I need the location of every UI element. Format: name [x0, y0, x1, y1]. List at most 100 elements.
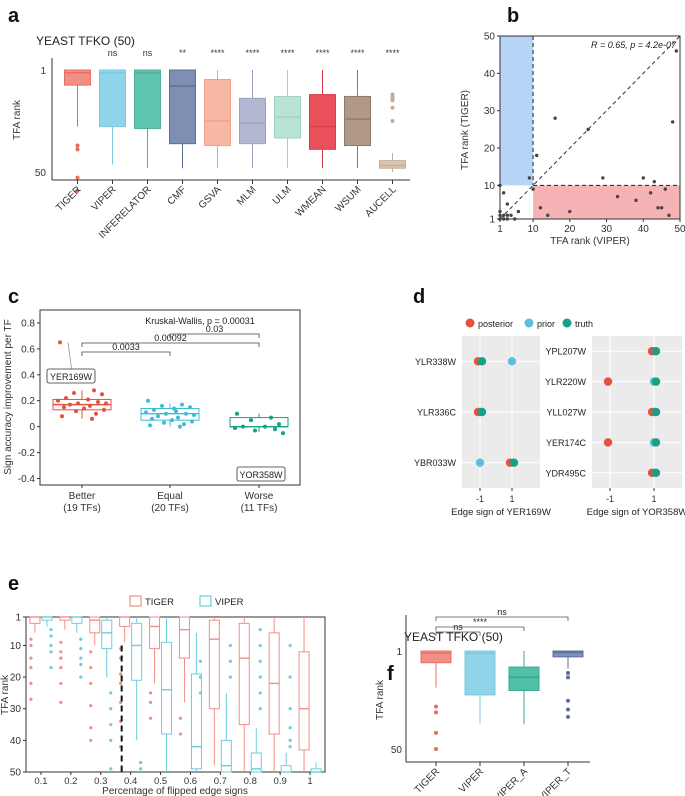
panel-d-legend-swatch [465, 318, 475, 328]
panel-a-significance: **** [315, 48, 330, 58]
panel-e-tiger-box [89, 616, 101, 634]
panel-d-dot-truth [651, 377, 661, 386]
panel-d-gene-label: YDR495C [545, 468, 586, 478]
panel-c-comparison-bracket [81, 342, 260, 347]
panel-c-point [190, 419, 194, 424]
panel-b-ylabel: TFA rank (TIGER) [460, 90, 471, 170]
panel-c-ytick-label: 0.4 [21, 370, 35, 381]
panel-b-point [670, 120, 675, 124]
panel-c-comparison-bracket [81, 351, 171, 356]
panel-c-label-box [236, 466, 286, 482]
panel-b-point [505, 213, 510, 217]
panel-b-xtick-label: 10 [527, 224, 539, 235]
panel-b-region-viper-top [500, 36, 534, 186]
panel-a-aucell-box [379, 160, 406, 169]
panel-f-tiger-box [420, 650, 452, 664]
panel-e-outlier [119, 700, 123, 705]
panel-e-xlabel: Percentage of flipped edge signs [102, 786, 248, 796]
panel-e-outlier [49, 650, 53, 654]
panel-e-outlier [139, 767, 143, 771]
panel-e-outlier [258, 628, 262, 632]
panel-e-tiger-box [208, 619, 220, 710]
panel-c-point [72, 390, 76, 395]
panel-a-significance: **** [350, 48, 365, 58]
panel-f-outlier [434, 704, 438, 709]
panel-b-xtick-label: 40 [638, 224, 650, 235]
panel-d-legend-label: truth [575, 319, 593, 329]
panel-e-frame [25, 616, 326, 773]
panel-e-outlier [288, 745, 292, 749]
panel-c-label-text: YER169W [50, 372, 93, 382]
panel-e-outlier [79, 647, 83, 651]
panel-b-point [663, 187, 668, 191]
panel-d-xtick-label: 1 [651, 494, 656, 504]
panel-c-point [253, 428, 257, 433]
panel-c-point [233, 425, 237, 430]
panel-c-point [74, 409, 78, 414]
panel-e-xtick-label: 0.3 [94, 776, 107, 787]
panel-b-xtick-label: 30 [601, 224, 613, 235]
panel-c-xtick-label: Worse [245, 491, 274, 502]
panel-e-outlier [109, 707, 113, 711]
panel-c-ytick-label: 0.8 [21, 318, 35, 329]
panel-b-region-tiger-top [533, 185, 680, 219]
panel-c-point [64, 396, 68, 401]
panel-e-outlier [258, 675, 262, 679]
panel-a-significance: ns [108, 48, 118, 58]
panel-c-label-text: YOR358W [239, 470, 283, 480]
panel-c-point [277, 422, 281, 427]
panel-d-dot-prior [475, 458, 485, 467]
panel-d-xtick-label: 1 [509, 494, 514, 504]
panel-f-ytick: 50 [391, 745, 403, 756]
panel-c-ytick-label: -0.4 [18, 474, 36, 485]
panel-c-point [146, 398, 150, 403]
panel-c-point [184, 411, 188, 416]
panel-letter-e: e [8, 573, 19, 595]
panel-c-point [90, 416, 94, 421]
panel-c-point [150, 416, 154, 421]
panel-c-point [156, 414, 160, 419]
panel-e-tiger-box [149, 616, 161, 650]
panel-c-point [178, 424, 182, 429]
panel-e-outlier [148, 691, 153, 695]
panel-a-xtick-label: CMF [166, 184, 189, 207]
panel-a-outlier [75, 147, 80, 152]
panel-c-point [269, 415, 273, 420]
panel-c-comparison-p: 0.0033 [112, 342, 140, 352]
panel-e-outlier [59, 650, 63, 654]
panel-b-ytick-label: 40 [484, 69, 496, 80]
panel-c-point [241, 424, 245, 429]
panel-f-comparison-label: **** [473, 617, 488, 627]
panel-c-comparison-bracket [169, 333, 260, 338]
panel-e-legend-swatch [199, 595, 212, 607]
panel-e-outlier [198, 675, 203, 679]
panel-f-comparison-bracket [435, 626, 525, 631]
panel-d-dot-truth [651, 438, 661, 447]
panel-a-significance: **** [385, 48, 400, 58]
panel-e-outlier [29, 637, 33, 641]
panel-e-outlier [228, 675, 232, 679]
panel-e-outlier [49, 666, 53, 670]
panel-d-gene-label: YLR336C [417, 408, 457, 418]
panel-c-xtick-sub: (11 TFs) [241, 503, 278, 514]
panel-e-outlier [119, 672, 123, 676]
panel-c-point [164, 411, 168, 416]
panel-e-legend-label: TIGER [145, 597, 174, 608]
panel-c-point [162, 420, 166, 425]
panel-e-viper-box [250, 752, 262, 773]
panel-a-cmf-box [169, 69, 196, 145]
panel-f-title: YEAST TFKO (50) [404, 630, 503, 644]
panel-e-tiger-box [238, 622, 250, 726]
panel-b-ytick-label: 20 [484, 144, 496, 155]
panel-e-viper-box [220, 739, 232, 773]
panel-c-point [94, 411, 98, 416]
panel-d-chart: posterior prior truth YLR338W YLR336C YBR033W… [414, 318, 685, 518]
panel-a-tiger-box [64, 69, 91, 86]
panel-e-xtick-label: 0.8 [244, 776, 257, 787]
panel-b-point [501, 217, 506, 221]
panel-c-point [96, 400, 100, 405]
panel-c-point [235, 411, 239, 416]
panel-f-ytick: 1 [396, 647, 402, 658]
panel-b-point [652, 179, 656, 184]
panel-letter-c: c [8, 286, 19, 308]
